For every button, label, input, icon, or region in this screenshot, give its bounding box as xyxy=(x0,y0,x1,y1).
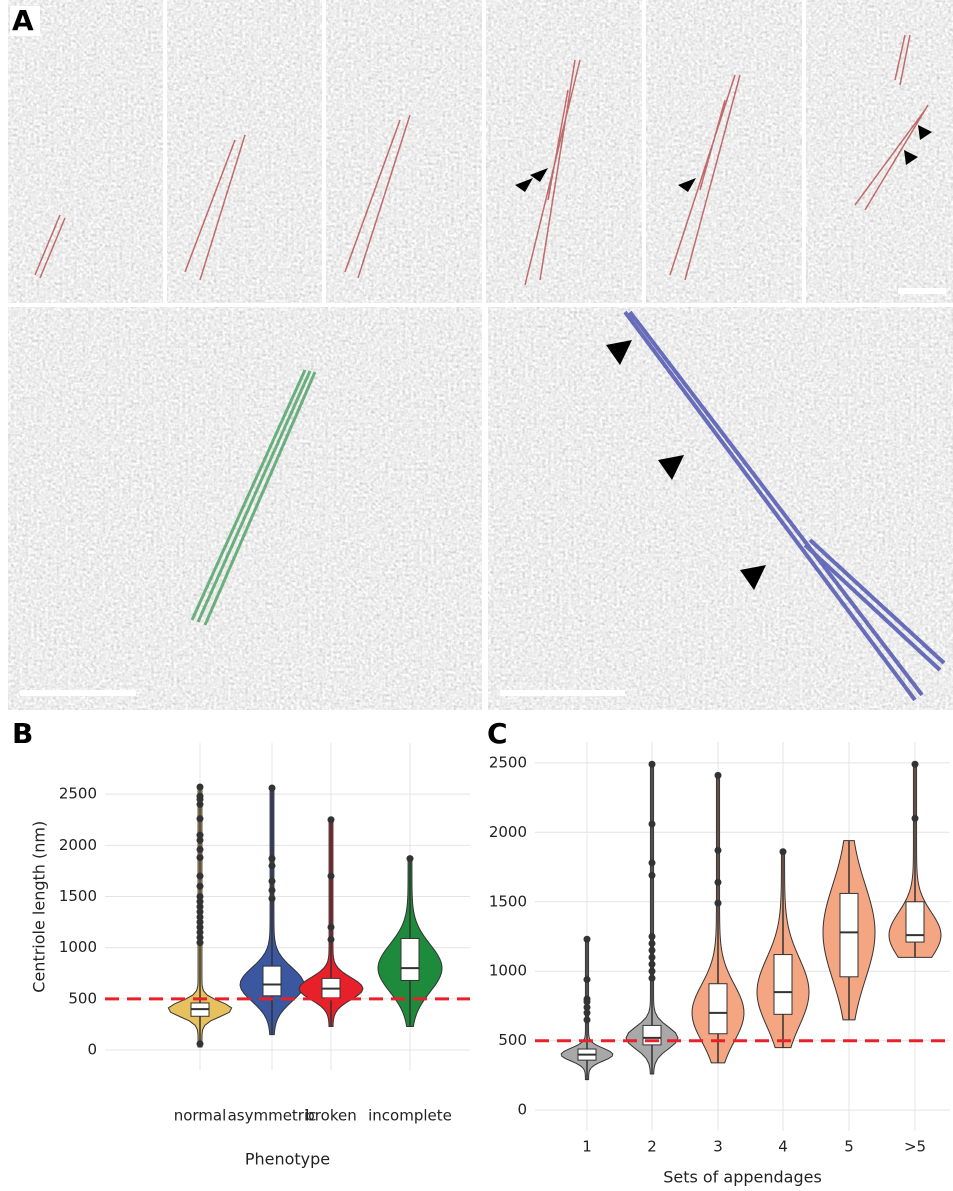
outlier xyxy=(327,872,335,880)
y-tick-label: 0 xyxy=(87,1041,97,1059)
outlier xyxy=(268,886,276,894)
outlier xyxy=(648,939,656,947)
outlier xyxy=(714,846,722,854)
outlier xyxy=(583,1016,591,1024)
outlier xyxy=(196,882,204,890)
outlier xyxy=(196,908,204,916)
outlier xyxy=(196,939,204,947)
y-tick-label: 2500 xyxy=(489,753,527,771)
y-tick-label: 1000 xyxy=(59,938,97,956)
outlier xyxy=(911,814,919,822)
outlier xyxy=(268,855,276,863)
x-tick-label: 5 xyxy=(844,1138,854,1156)
outlier xyxy=(327,816,335,824)
outlier xyxy=(268,895,276,903)
outlier xyxy=(648,946,656,954)
outlier xyxy=(583,935,591,943)
label-backdrop xyxy=(10,6,40,36)
y-tick-label: 1000 xyxy=(489,962,527,980)
outlier xyxy=(583,1009,591,1017)
panel-label: C xyxy=(487,717,508,750)
outlier xyxy=(714,771,722,779)
box xyxy=(839,892,859,978)
outlier xyxy=(196,903,204,911)
box xyxy=(708,983,728,1035)
y-tick-label: 500 xyxy=(498,1031,527,1049)
outlier xyxy=(196,831,204,839)
outlier xyxy=(583,976,591,984)
x-tick-label: 2 xyxy=(647,1138,657,1156)
outlier xyxy=(648,859,656,867)
x-tick-label: 3 xyxy=(713,1138,723,1156)
outlier xyxy=(196,1040,204,1048)
outlier xyxy=(714,899,722,907)
outlier xyxy=(196,815,204,823)
y-tick-label: 1500 xyxy=(59,887,97,905)
outlier xyxy=(196,893,204,901)
y-tick-label: 2500 xyxy=(59,785,97,803)
x-tick-label: incomplete xyxy=(368,1107,452,1125)
arrowheads xyxy=(515,125,932,590)
x-axis-title: Sets of appendages xyxy=(663,1168,822,1187)
outlier xyxy=(648,960,656,968)
outlier xyxy=(648,760,656,768)
x-tick-label: 1 xyxy=(582,1138,592,1156)
outlier xyxy=(911,760,919,768)
panel-label: B xyxy=(12,717,33,750)
outlier xyxy=(583,1003,591,1011)
outlier xyxy=(268,784,276,792)
x-tick-label: >5 xyxy=(904,1138,926,1156)
outlier xyxy=(648,933,656,940)
y-axis-title: Centriole length (nm) xyxy=(30,821,49,993)
x-tick-label: broken xyxy=(305,1107,356,1125)
outlier xyxy=(648,871,656,879)
box xyxy=(773,954,793,1015)
outlier xyxy=(196,795,204,803)
x-axis-title: Phenotype xyxy=(245,1150,330,1169)
outlier xyxy=(196,898,204,906)
outlier xyxy=(196,800,204,808)
y-tick-label: 1500 xyxy=(489,892,527,910)
outlier xyxy=(196,783,204,791)
outlier xyxy=(196,872,204,880)
scale-bars xyxy=(20,288,946,696)
box xyxy=(400,937,420,981)
segmentations xyxy=(34,34,946,702)
x-tick-label: 4 xyxy=(778,1138,788,1156)
outlier xyxy=(648,967,656,975)
outlier xyxy=(648,974,656,982)
outlier xyxy=(196,918,204,926)
outlier xyxy=(648,820,656,828)
outlier xyxy=(268,877,276,885)
outlier xyxy=(714,878,722,886)
y-tick-label: 0 xyxy=(517,1101,527,1119)
outlier xyxy=(196,854,204,862)
y-tick-label: 500 xyxy=(68,989,97,1007)
x-tick-label: asymmetric xyxy=(228,1107,317,1125)
outlier xyxy=(196,933,204,941)
y-tick-label: 2000 xyxy=(489,823,527,841)
outlier xyxy=(196,923,204,931)
tomogram-tiles xyxy=(8,0,953,710)
box xyxy=(905,901,925,943)
outlier xyxy=(327,936,335,943)
outlier xyxy=(327,923,335,931)
y-tick-label: 2000 xyxy=(59,836,97,854)
x-tick-label: normal xyxy=(174,1107,227,1125)
panel-label: A xyxy=(12,4,34,37)
outlier xyxy=(196,845,204,853)
outlier xyxy=(196,928,204,936)
outlier xyxy=(779,848,787,856)
box xyxy=(262,965,282,997)
outlier xyxy=(268,862,276,870)
panel-a: A xyxy=(8,0,953,710)
outlier xyxy=(196,913,204,921)
outlier xyxy=(583,998,591,1006)
outlier xyxy=(406,855,414,863)
outlier xyxy=(196,836,204,844)
outlier xyxy=(648,953,656,961)
